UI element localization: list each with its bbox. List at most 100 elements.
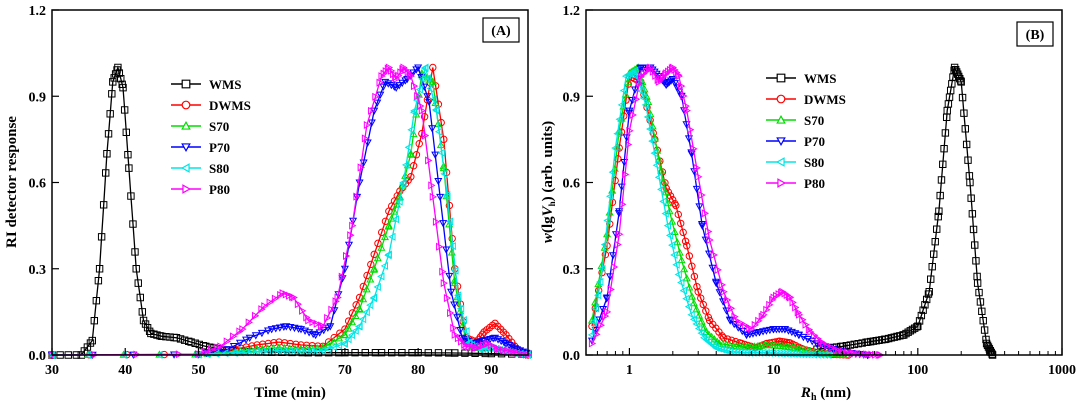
panel-b-ylabel-lg: (lg: [540, 216, 556, 233]
panel-b-series: [587, 63, 997, 360]
a-marker-wms: [377, 349, 386, 357]
a-marker-s70: [351, 311, 360, 319]
b-marker-s80: [692, 319, 700, 328]
a-marker-p70: [398, 79, 407, 88]
b-marker-wms: [960, 109, 968, 117]
b-marker-p80: [701, 209, 710, 218]
a-marker-s80: [391, 215, 400, 224]
b-marker-dwms: [712, 324, 720, 332]
b-marker-p80: [693, 163, 701, 172]
a-marker-wms: [88, 336, 96, 345]
a-marker-p80: [429, 192, 438, 201]
b-marker-wms: [955, 72, 963, 81]
a-ytick-label: 0.0: [29, 349, 47, 364]
panel-b-ylabel-w: w: [540, 232, 556, 243]
panel-b-xlabel-unit: (nm): [817, 385, 852, 401]
a-ytick-label: 0.6: [29, 177, 47, 192]
b-marker-wms: [925, 288, 933, 296]
a-marker-s70: [409, 129, 418, 138]
a-marker-s80: [448, 242, 456, 251]
b-marker-wms: [941, 129, 950, 137]
a-marker-p70: [379, 83, 388, 91]
b-marker-wms: [924, 290, 933, 298]
a-marker-p80: [372, 92, 380, 101]
b-marker-wms: [983, 341, 992, 349]
a-marker-wms: [136, 293, 144, 302]
a-marker-wms: [398, 349, 406, 357]
a-marker-dwms: [253, 341, 261, 349]
a-marker-wms: [97, 233, 106, 241]
a-marker-wms: [90, 316, 99, 325]
a-legend-item-p70: P70: [171, 140, 230, 155]
a-marker-dwms: [485, 323, 494, 332]
b-legend-item-p80: P80: [766, 176, 825, 191]
a-marker-p70: [505, 342, 514, 350]
a-marker-p80: [338, 272, 347, 281]
b-legend-item-dwms: DWMS: [766, 92, 846, 107]
b-marker-s80: [659, 197, 667, 206]
a-marker-p70: [490, 334, 500, 342]
a-marker-s80: [415, 85, 423, 94]
b-marker-p80: [614, 240, 622, 249]
a-marker-p70: [461, 336, 470, 344]
b-marker-dwms: [685, 252, 694, 260]
a-legend-marker: [181, 100, 191, 110]
a-legend-marker: [181, 143, 191, 153]
b-marker-p80: [724, 296, 732, 305]
b-legend-label: S80: [804, 155, 824, 170]
a-marker-wms: [102, 169, 110, 177]
a-marker-s70: [377, 243, 386, 251]
a-marker-wms: [114, 63, 122, 72]
b-marker-p80: [632, 95, 641, 104]
b-ytick-label: 0.0: [563, 349, 581, 364]
b-marker-wms: [930, 250, 938, 258]
a-marker-p80: [223, 337, 232, 346]
panel-b-tag-text: (B): [1026, 28, 1045, 43]
a-marker-wms: [172, 334, 181, 342]
b-marker-wms: [893, 332, 901, 341]
b-marker-wms: [884, 334, 893, 343]
a-marker-s80: [410, 106, 418, 115]
a-marker-p70: [245, 334, 254, 342]
b-marker-s80: [739, 348, 747, 357]
b-marker-s80: [606, 192, 614, 201]
a-marker-s70: [384, 221, 393, 229]
b-marker-s80: [643, 112, 652, 121]
a-marker-s80: [358, 315, 367, 324]
b-marker-wms: [940, 144, 948, 153]
b-marker-wms: [957, 78, 965, 86]
panel-a: 0.0 0.3 0.6 0.9 1.2 30 40 50 60 70 80 90 (A) Time (…: [4, 4, 533, 401]
b-marker-p80: [657, 75, 666, 84]
a-marker-wms: [132, 265, 140, 273]
a-marker-wms: [94, 277, 103, 285]
a-marker-s80: [362, 308, 370, 317]
b-marker-s70: [668, 217, 677, 225]
panel-b-ylabel-v: V: [540, 204, 556, 216]
a-marker-wms: [134, 279, 142, 287]
b-marker-s80: [720, 346, 728, 355]
a-marker-s80: [432, 106, 440, 115]
a-xtick-label: 90: [484, 363, 498, 378]
a-marker-s80: [347, 331, 356, 340]
a-marker-p70: [363, 139, 372, 147]
a-marker-p80: [440, 279, 449, 288]
b-marker-s80: [654, 173, 663, 182]
b-marker-s80: [668, 241, 676, 250]
a-marker-p80: [271, 294, 280, 303]
b-marker-wms: [972, 257, 980, 265]
a-marker-p80: [261, 302, 269, 311]
a-marker-wms: [104, 130, 113, 138]
a-marker-s80: [377, 272, 385, 281]
panel-a-tag-text: (A): [491, 24, 511, 39]
b-marker-p80: [607, 285, 615, 294]
a-marker-wms: [424, 349, 433, 357]
b-marker-wms: [969, 225, 978, 234]
a-marker-p80: [385, 63, 394, 72]
b-marker-dwms: [693, 283, 701, 291]
a-marker-p80: [313, 319, 321, 328]
b-marker-dwms: [672, 201, 680, 210]
a-marker-p70: [370, 107, 379, 115]
b-marker-p80: [718, 280, 726, 289]
a-marker-s80: [440, 169, 448, 178]
a-marker-p80: [328, 305, 336, 314]
